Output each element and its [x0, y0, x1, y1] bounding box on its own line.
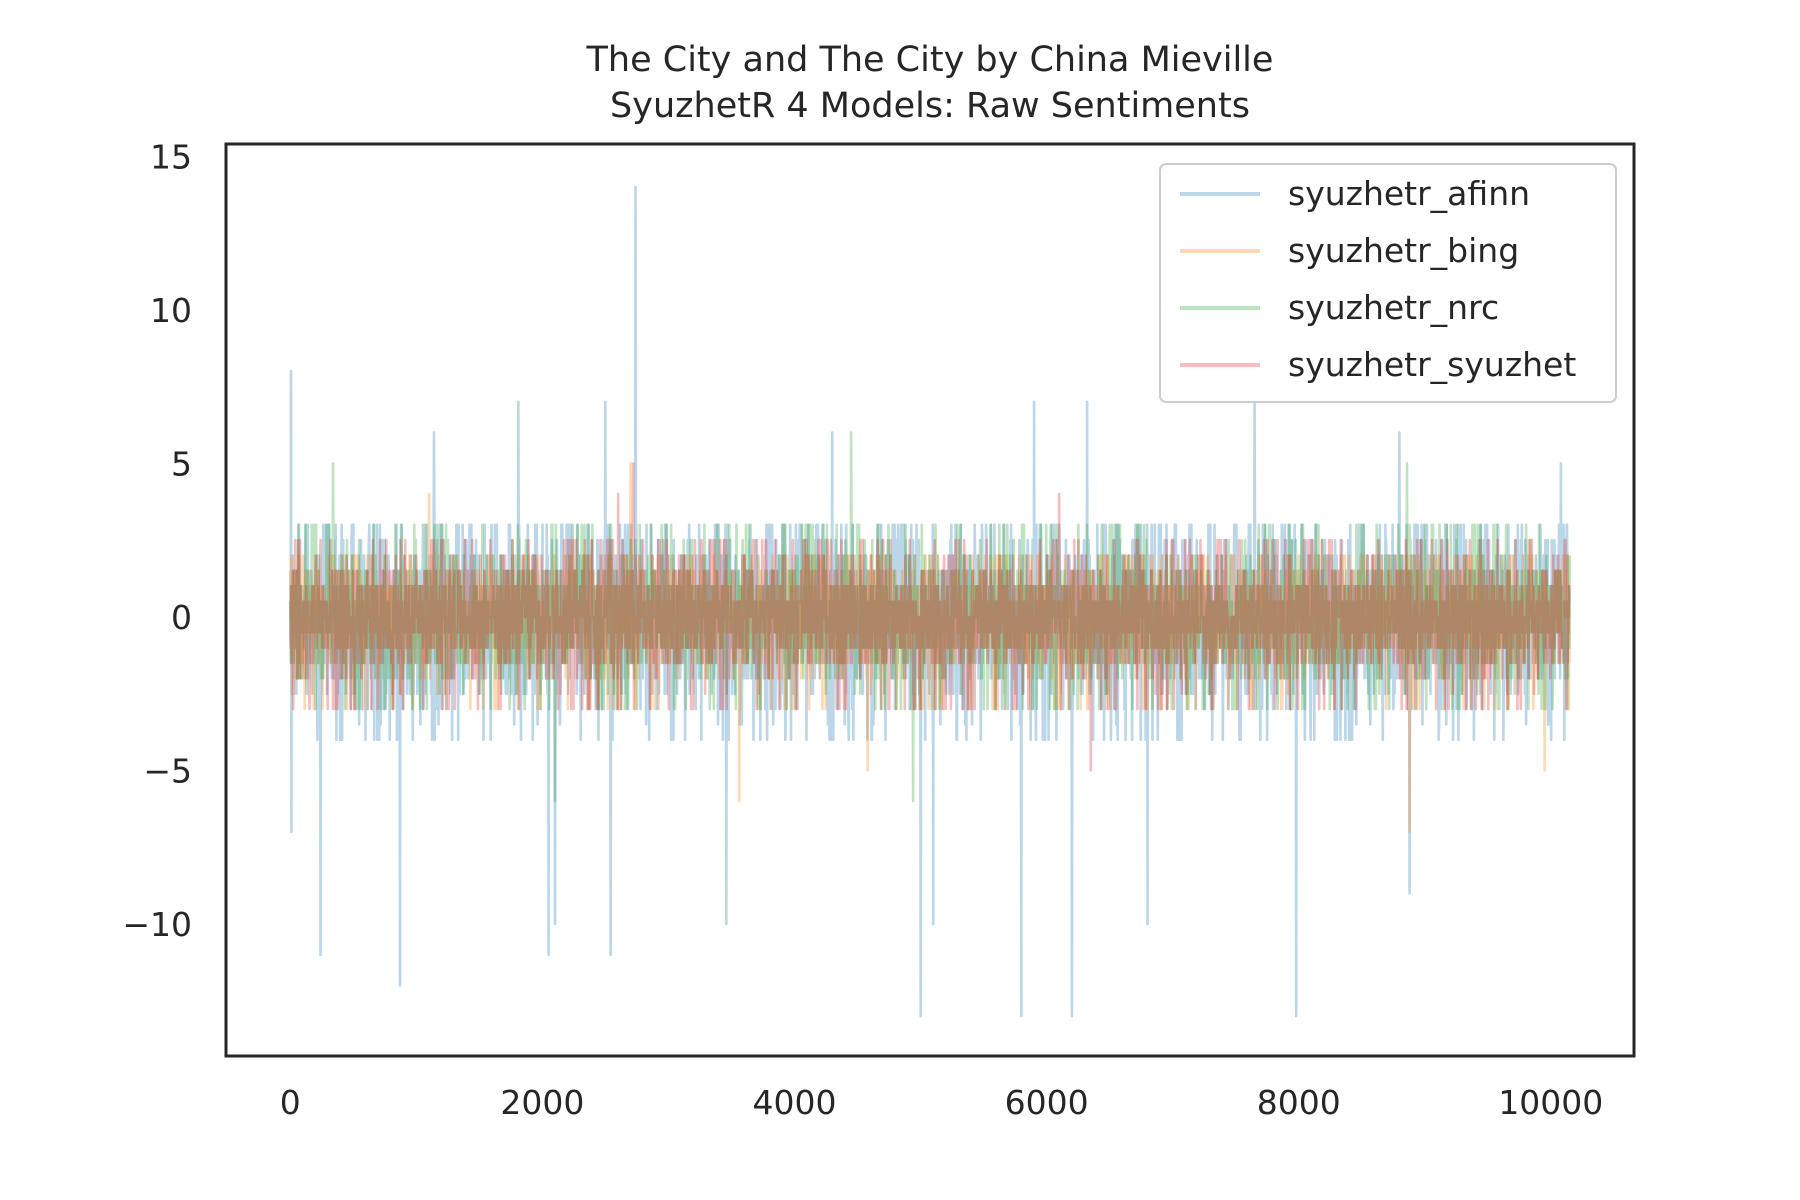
- series-line-syuzhetr-afinn: [289, 185, 1571, 1018]
- y-tick-label: 0: [171, 598, 192, 637]
- legend-box: [1159, 163, 1617, 403]
- chart-title: The City and The City by China Mieville: [586, 40, 1274, 80]
- series-line-syuzhetr-nrc: [289, 431, 1571, 803]
- legend-label-syuzhetr-nrc: syuzhetr_nrc: [1288, 288, 1499, 327]
- y-tick-label: 5: [171, 444, 192, 483]
- legend-label-syuzhetr-syuzhet: syuzhetr_syuzhet: [1288, 345, 1576, 384]
- x-tick-label: 10000: [1498, 1083, 1603, 1122]
- chart-subtitle: SyuzhetR 4 Models: Raw Sentiments: [610, 86, 1250, 126]
- legend-label-syuzhetr-afinn: syuzhetr_afinn: [1288, 174, 1530, 213]
- legend-label-syuzhetr-bing: syuzhetr_bing: [1288, 231, 1519, 270]
- plot-frame: [224, 142, 1636, 1058]
- x-tick-label: 2000: [500, 1083, 584, 1122]
- x-tick-label: 8000: [1257, 1083, 1341, 1122]
- y-tick-label: 10: [150, 291, 192, 330]
- y-axis-ticks: 15 10 5 0 −5 −10: [122, 137, 192, 944]
- series-layer: [289, 185, 1571, 1018]
- legend: syuzhetr_afinn syuzhetr_bing syuzhetr_nrcs…: [1159, 163, 1617, 403]
- y-tick-label: 15: [150, 137, 192, 176]
- series-line-syuzhetr-bing: [289, 462, 1571, 834]
- x-tick-label: 0: [280, 1083, 301, 1122]
- y-tick-label: −5: [143, 751, 192, 790]
- y-tick-label: −10: [122, 905, 192, 944]
- series-line-syuzhetr-syuzhet: [289, 462, 1571, 772]
- x-tick-label: 4000: [753, 1083, 837, 1122]
- x-tick-label: 6000: [1005, 1083, 1089, 1122]
- x-axis-ticks: 0 2000 4000 6000 8000 10000: [280, 1083, 1604, 1122]
